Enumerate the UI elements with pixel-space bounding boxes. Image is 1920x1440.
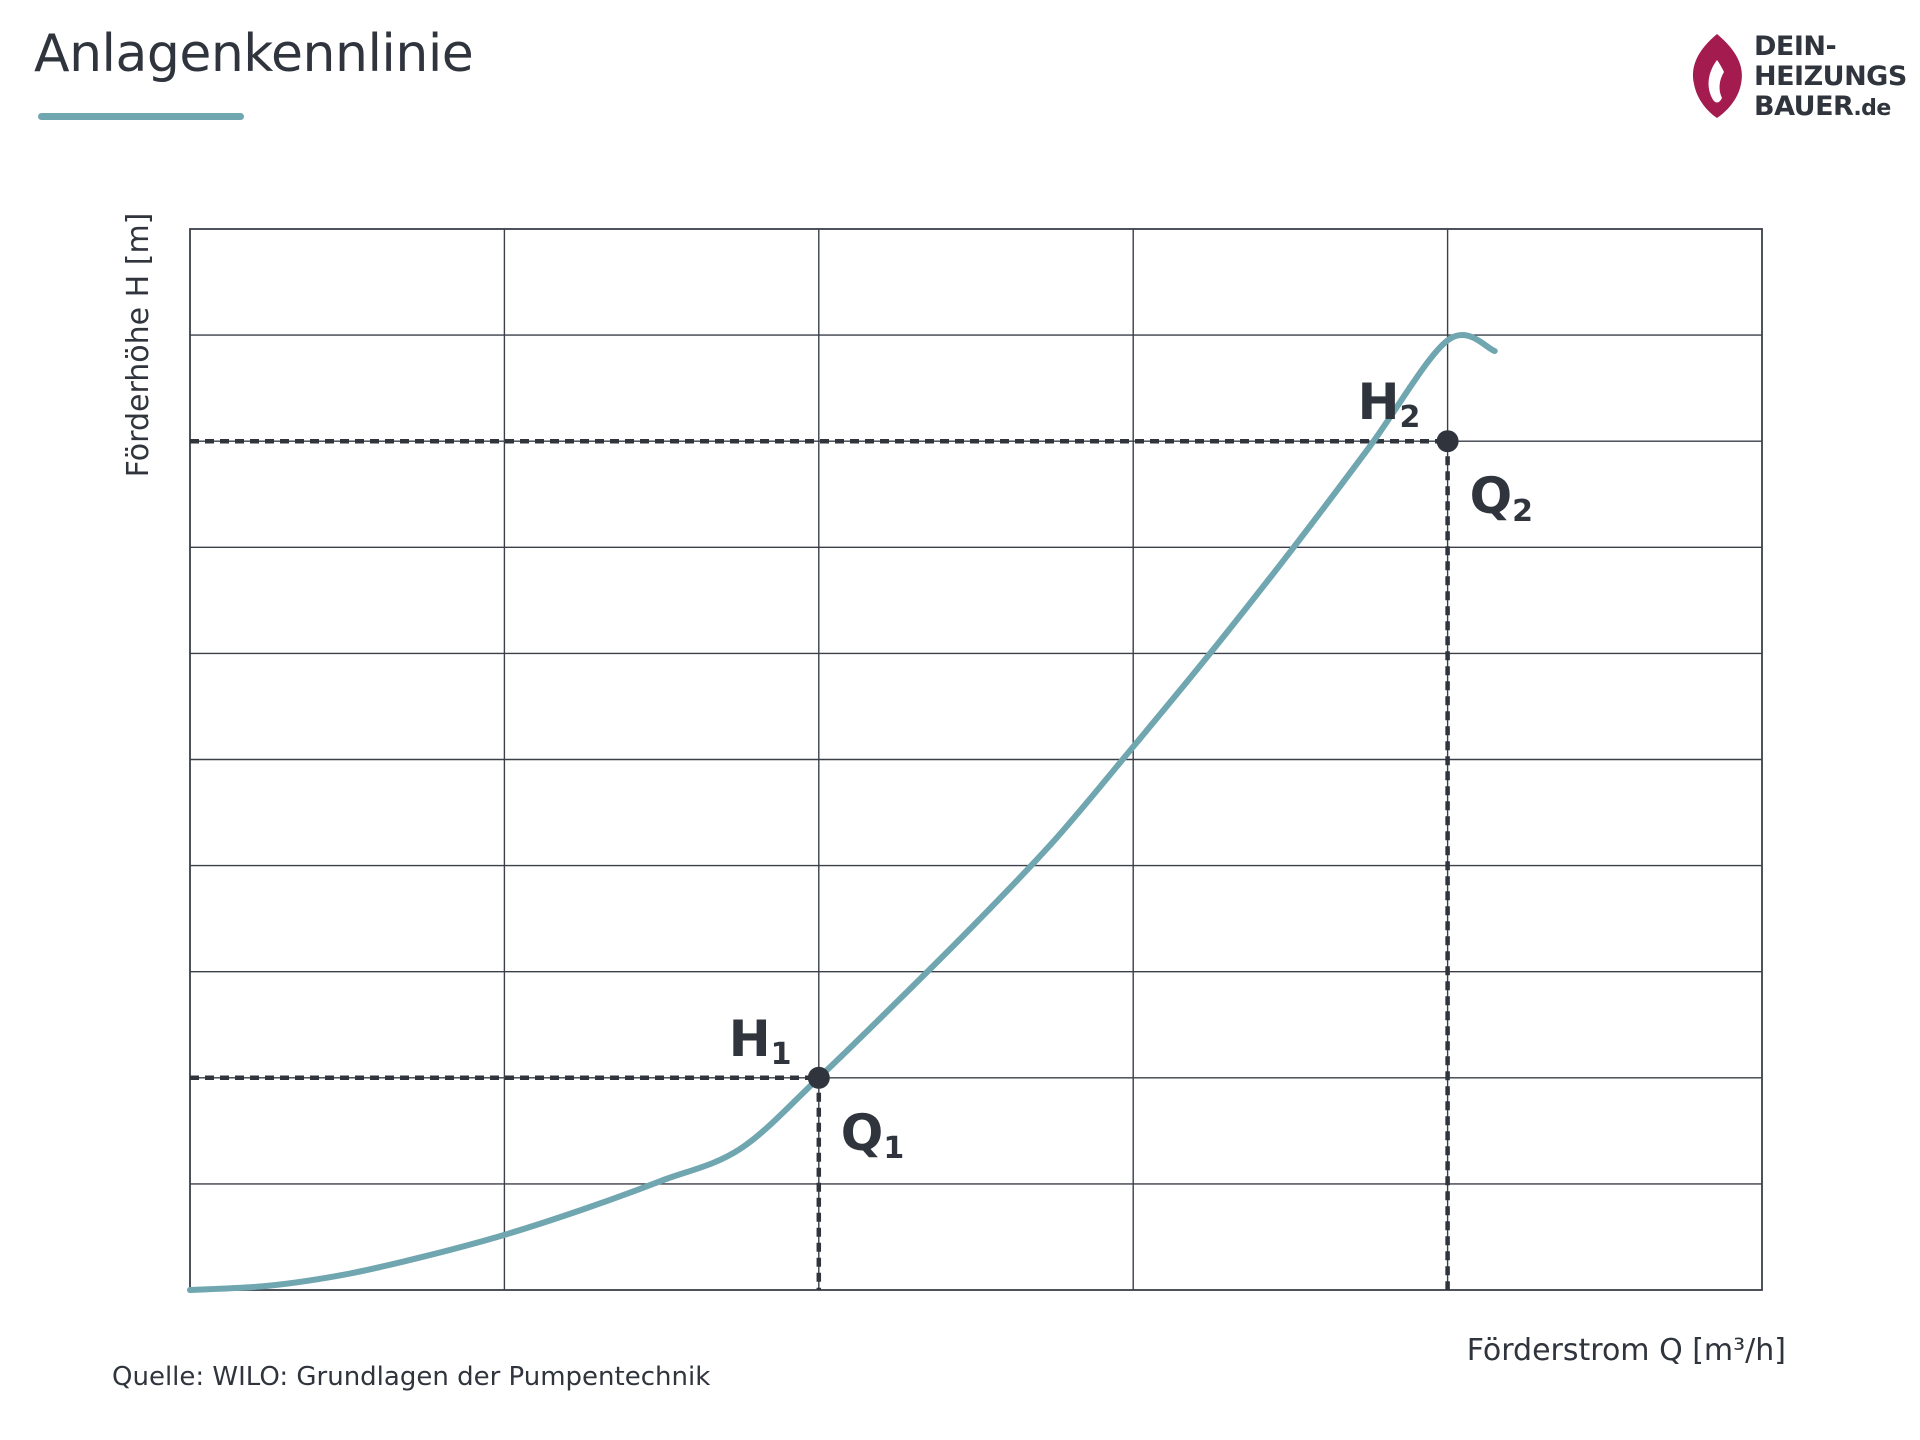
q-label-sub-1: 1 [883, 1131, 904, 1166]
q-label-main-2: Q [1470, 467, 1513, 525]
operating-point-2 [1436, 430, 1459, 453]
h-label-1: H1 [729, 1010, 792, 1072]
chart-grid [189, 228, 1763, 1291]
q-label-main-1: Q [841, 1104, 884, 1162]
h-label-sub-2: 2 [1399, 400, 1420, 435]
x-axis-label: Förderstrom Q [m³/h] [1467, 1333, 1786, 1368]
reference-guides [190, 438, 1450, 1290]
brand-logo: DEIN- HEIZUNGS BAUER.de [1688, 28, 1908, 128]
source-note: Quelle: WILO: Grundlagen der Pumpentechn… [112, 1362, 711, 1392]
logo-line-1: DEIN- [1754, 31, 1837, 62]
plot-frame [189, 228, 1763, 1291]
q-label-1: Q1 [841, 1104, 904, 1166]
h-label-main-2: H [1358, 373, 1400, 431]
logo-line-3-suffix: .de [1853, 96, 1891, 121]
logo-line-3-main: BAUER [1754, 91, 1854, 122]
system-curve-line [187, 332, 1498, 1293]
title-underline [38, 113, 244, 120]
logo-line-3: BAUER.de [1754, 92, 1907, 124]
y-axis-label: Förderhöhe H [m] [121, 213, 156, 478]
h-label-2: H2 [1358, 373, 1421, 435]
logo-line-2: HEIZUNGS [1754, 61, 1907, 92]
q-label-sub-2: 2 [1512, 494, 1533, 529]
logo-wordmark: DEIN- HEIZUNGS BAUER.de [1754, 32, 1907, 124]
operating-point-1 [807, 1066, 830, 1089]
flame-icon [1692, 34, 1742, 118]
h-label-sub-1: 1 [771, 1037, 792, 1072]
h-label-main-1: H [729, 1010, 771, 1068]
q-label-2: Q2 [1470, 467, 1533, 529]
page-title: Anlagenkennlinie [34, 24, 474, 84]
